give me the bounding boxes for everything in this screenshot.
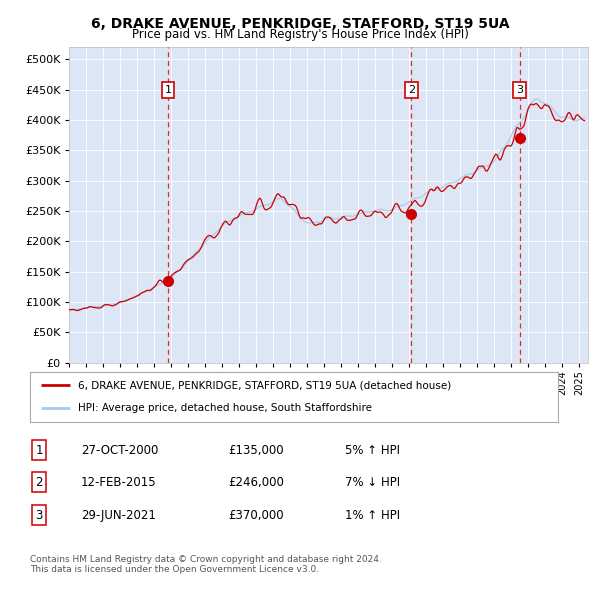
Text: 2: 2 (35, 476, 43, 489)
Text: 12-FEB-2015: 12-FEB-2015 (81, 476, 157, 489)
Text: 1: 1 (164, 85, 172, 95)
Text: 3: 3 (516, 85, 523, 95)
Text: HPI: Average price, detached house, South Staffordshire: HPI: Average price, detached house, Sout… (77, 404, 371, 414)
Text: £135,000: £135,000 (228, 444, 284, 457)
Text: 1: 1 (35, 444, 43, 457)
Text: £370,000: £370,000 (228, 509, 284, 522)
Text: 5% ↑ HPI: 5% ↑ HPI (345, 444, 400, 457)
Text: 3: 3 (35, 509, 43, 522)
Text: Price paid vs. HM Land Registry's House Price Index (HPI): Price paid vs. HM Land Registry's House … (131, 28, 469, 41)
Text: 6, DRAKE AVENUE, PENKRIDGE, STAFFORD, ST19 5UA (detached house): 6, DRAKE AVENUE, PENKRIDGE, STAFFORD, ST… (77, 380, 451, 390)
Text: Contains HM Land Registry data © Crown copyright and database right 2024.: Contains HM Land Registry data © Crown c… (30, 555, 382, 563)
Text: 7% ↓ HPI: 7% ↓ HPI (345, 476, 400, 489)
Text: 2: 2 (408, 85, 415, 95)
Text: 6, DRAKE AVENUE, PENKRIDGE, STAFFORD, ST19 5UA: 6, DRAKE AVENUE, PENKRIDGE, STAFFORD, ST… (91, 17, 509, 31)
Text: This data is licensed under the Open Government Licence v3.0.: This data is licensed under the Open Gov… (30, 565, 319, 574)
Text: £246,000: £246,000 (228, 476, 284, 489)
Text: 27-OCT-2000: 27-OCT-2000 (81, 444, 158, 457)
Text: 1% ↑ HPI: 1% ↑ HPI (345, 509, 400, 522)
Text: 29-JUN-2021: 29-JUN-2021 (81, 509, 156, 522)
